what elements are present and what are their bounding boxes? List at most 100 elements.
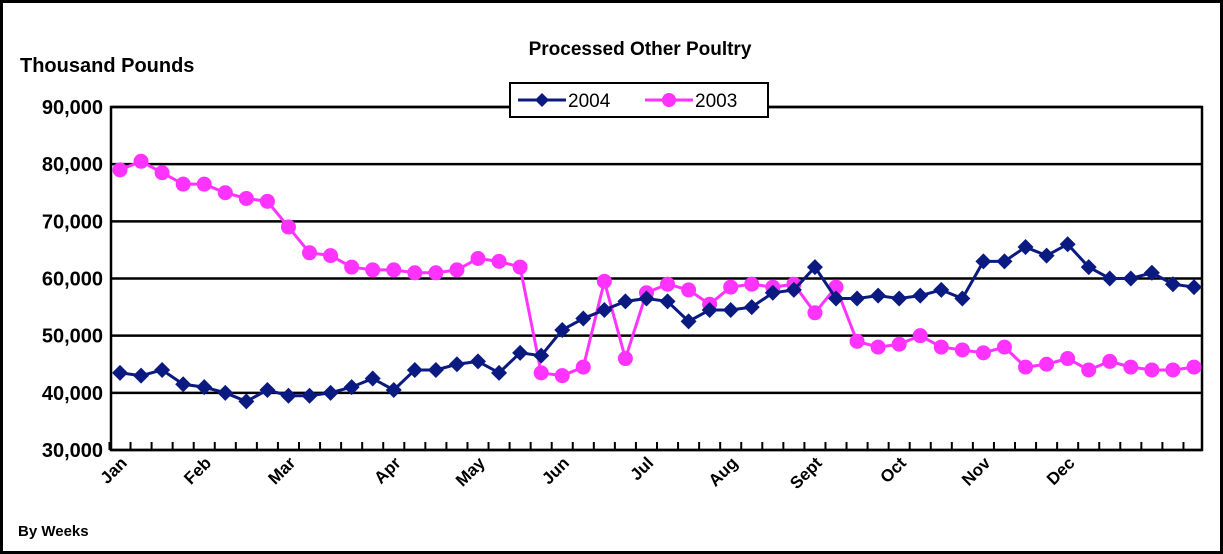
data-point [133, 153, 149, 169]
data-point [259, 381, 276, 398]
data-point [1143, 264, 1160, 281]
data-point [1080, 259, 1097, 276]
data-point [849, 333, 865, 349]
data-point [154, 361, 171, 378]
data-point [427, 361, 444, 378]
data-point [1017, 239, 1034, 256]
data-point [975, 345, 991, 361]
data-point [617, 351, 633, 367]
data-point [217, 185, 233, 201]
data-point [302, 245, 318, 261]
data-point [954, 342, 970, 358]
data-point [491, 364, 508, 381]
data-point [217, 384, 234, 401]
data-point [1165, 362, 1181, 378]
data-point [470, 353, 486, 370]
y-tick-label: 80,000 [42, 154, 103, 176]
data-point [933, 339, 949, 355]
data-point [575, 310, 592, 327]
data-point [849, 290, 866, 307]
data-point [112, 364, 128, 381]
data-point [1039, 356, 1055, 372]
chart-title: Processed Other Poultry [529, 39, 752, 60]
data-point [659, 293, 676, 310]
data-point [1101, 270, 1118, 287]
data-point [912, 287, 929, 304]
data-point [1018, 359, 1034, 375]
data-point [344, 259, 360, 275]
y-tick-label: 60,000 [42, 269, 103, 291]
data-point [807, 305, 823, 321]
y-tick-label: 40,000 [42, 383, 103, 405]
data-point [744, 276, 760, 292]
data-point [870, 339, 886, 355]
data-point [1059, 236, 1076, 253]
data-point [238, 393, 255, 410]
data-point [448, 356, 465, 373]
y-tick-label: 70,000 [42, 211, 103, 233]
data-point [533, 365, 549, 381]
data-point [323, 248, 339, 264]
data-point [617, 293, 634, 310]
data-point [1102, 353, 1118, 369]
data-point [364, 370, 381, 387]
data-point [1122, 270, 1139, 287]
data-point [470, 250, 486, 266]
data-point [406, 361, 423, 378]
y-tick-label: 50,000 [42, 326, 103, 348]
data-point [554, 321, 571, 338]
series-line [119, 242, 1195, 404]
data-point [681, 282, 697, 298]
data-point [785, 281, 802, 298]
series [112, 236, 1202, 410]
data-point [828, 290, 844, 307]
data-point [722, 301, 739, 318]
data-point [533, 347, 550, 364]
series [112, 153, 1202, 384]
y-tick-label: 90,000 [42, 97, 103, 119]
data-point [975, 253, 992, 270]
data-point [596, 273, 612, 289]
data-point [996, 339, 1012, 355]
data-point [428, 265, 444, 281]
y-tick-label: 30,000 [42, 440, 103, 462]
data-point [175, 376, 192, 393]
data-point [596, 301, 613, 318]
legend-marker [662, 93, 676, 107]
data-point [933, 281, 950, 298]
data-point [385, 381, 402, 398]
data-point [154, 165, 170, 181]
data-point [343, 379, 360, 396]
legend-label: 2003 [695, 91, 737, 112]
data-point [196, 176, 212, 192]
data-point [407, 265, 423, 281]
data-point [1081, 362, 1097, 378]
data-point [680, 313, 697, 330]
data-point [491, 253, 507, 269]
data-point [1144, 362, 1160, 378]
data-point [701, 301, 718, 318]
data-point [512, 344, 529, 361]
legend-label: 2004 [568, 91, 611, 112]
data-point [1038, 247, 1055, 264]
data-point [112, 162, 128, 178]
data-point [554, 368, 570, 384]
data-point [196, 379, 213, 396]
data-point [1164, 276, 1181, 293]
data-point [1186, 279, 1202, 296]
data-point [238, 190, 254, 206]
data-point [954, 290, 971, 307]
data-point [365, 262, 381, 278]
data-point [280, 387, 297, 404]
data-point [806, 259, 823, 276]
data-point [891, 336, 907, 352]
data-point [512, 259, 528, 275]
data-point [280, 219, 296, 235]
data-point [743, 299, 760, 316]
data-point [912, 328, 928, 344]
data-point [175, 176, 191, 192]
data-point [301, 387, 318, 404]
data-point [764, 284, 781, 301]
data-point [891, 290, 908, 307]
